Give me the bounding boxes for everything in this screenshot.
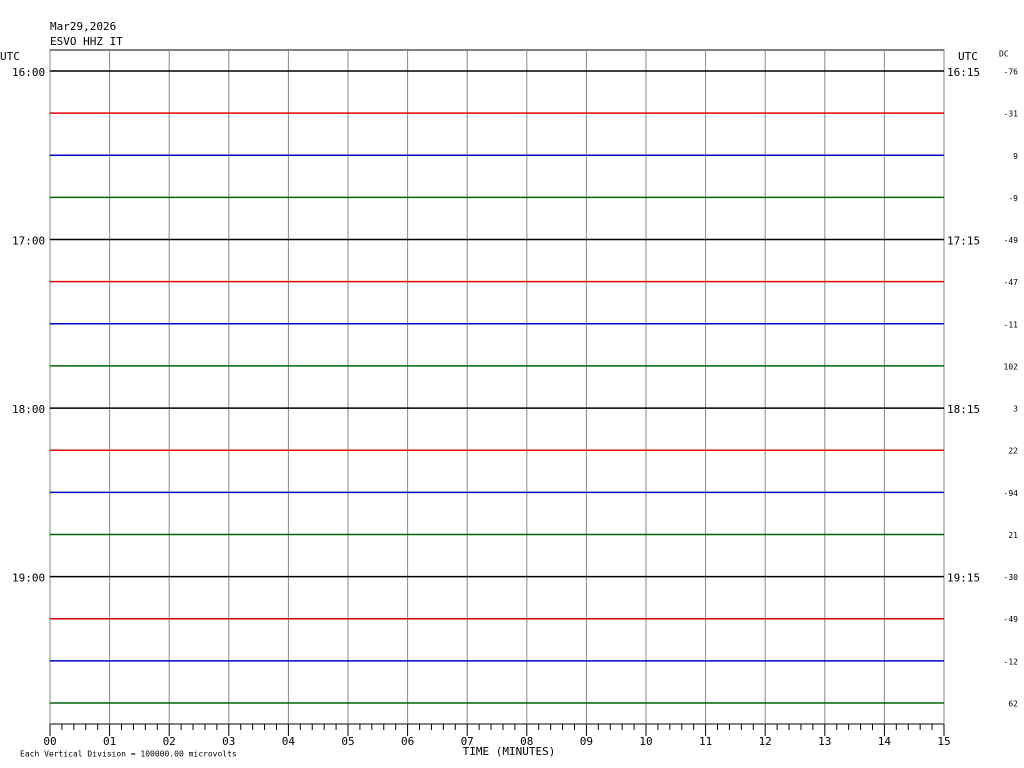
- x-tick-label: 14: [878, 735, 892, 748]
- x-tick-label: 11: [699, 735, 712, 748]
- left-time-label: 17:00: [12, 235, 45, 248]
- x-tick-label: 01: [103, 735, 116, 748]
- x-tick-label: 06: [401, 735, 414, 748]
- plot-frame: [49, 49, 945, 725]
- dc-value: 62: [1008, 700, 1018, 709]
- dc-value: -49: [1004, 236, 1019, 245]
- station: ESVO HHZ IT: [50, 35, 123, 48]
- dc-value: 3: [1013, 405, 1018, 414]
- left-axis-label: UTC: [0, 50, 20, 63]
- x-tick-label: 03: [222, 735, 235, 748]
- right-time-label: 17:15: [947, 235, 980, 248]
- left-time-label: 19:00: [12, 572, 45, 585]
- x-tick-label: 00: [43, 735, 56, 748]
- x-tick-label: 10: [639, 735, 652, 748]
- right-axis-label: UTC: [958, 50, 978, 63]
- dc-value: 21: [1008, 531, 1018, 540]
- dc-value: -11: [1004, 320, 1019, 329]
- footnote: Each Vertical Division = 100000.00 micro…: [20, 750, 237, 759]
- dc-value: -47: [1004, 278, 1019, 287]
- right-time-label: 18:15: [947, 403, 980, 416]
- x-tick-label: 04: [282, 735, 296, 748]
- x-tick-label: 15: [937, 735, 950, 748]
- left-time-label: 18:00: [12, 403, 45, 416]
- dc-value: -12: [1004, 657, 1019, 666]
- dc-value: 9: [1013, 152, 1018, 161]
- dc-value: 22: [1008, 447, 1018, 456]
- dc-value: -31: [1004, 110, 1019, 119]
- x-tick-label: 02: [163, 735, 176, 748]
- dc-value: -30: [1004, 573, 1019, 582]
- dc-label: DC: [999, 50, 1009, 59]
- x-axis-label: TIME (MINUTES): [463, 745, 556, 758]
- dc-value: -49: [1004, 615, 1019, 624]
- right-time-label: 16:15: [947, 66, 980, 79]
- right-time-label: 19:15: [947, 572, 980, 585]
- x-tick-label: 08: [520, 735, 533, 748]
- x-tick-label: 12: [759, 735, 772, 748]
- dc-value: -94: [1004, 489, 1019, 498]
- left-time-label: 16:00: [12, 66, 45, 79]
- dc-value: -76: [1004, 68, 1019, 77]
- x-tick-label: 05: [341, 735, 354, 748]
- x-tick-label: 07: [461, 735, 474, 748]
- date: Mar29,2026: [50, 20, 116, 33]
- dc-value: 102: [1004, 362, 1019, 371]
- dc-value: -9: [1008, 194, 1018, 203]
- x-tick-label: 13: [818, 735, 831, 748]
- x-tick-label: 09: [580, 735, 593, 748]
